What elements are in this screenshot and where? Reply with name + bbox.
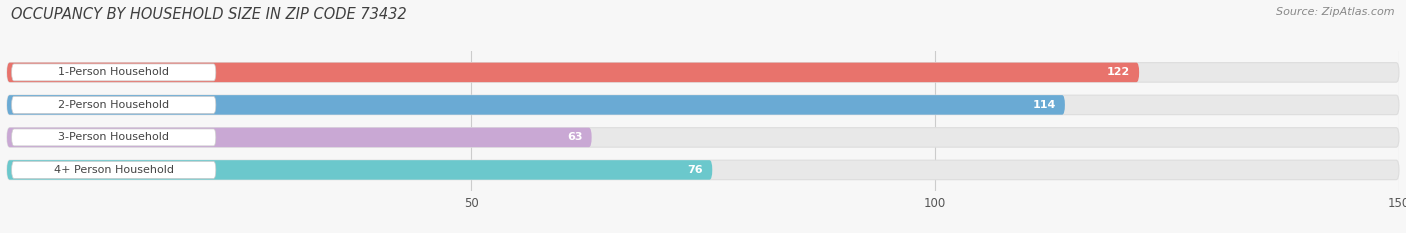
FancyBboxPatch shape <box>11 161 217 178</box>
FancyBboxPatch shape <box>11 64 217 81</box>
FancyBboxPatch shape <box>7 128 1399 147</box>
FancyBboxPatch shape <box>11 96 217 113</box>
Text: 2-Person Household: 2-Person Household <box>58 100 169 110</box>
FancyBboxPatch shape <box>11 129 217 146</box>
Text: 4+ Person Household: 4+ Person Household <box>53 165 174 175</box>
Text: 114: 114 <box>1032 100 1056 110</box>
Text: 3-Person Household: 3-Person Household <box>58 132 169 142</box>
Text: 63: 63 <box>567 132 582 142</box>
Text: 122: 122 <box>1107 67 1130 77</box>
FancyBboxPatch shape <box>7 160 1399 180</box>
FancyBboxPatch shape <box>7 63 1399 82</box>
Text: 1-Person Household: 1-Person Household <box>58 67 169 77</box>
FancyBboxPatch shape <box>7 63 1139 82</box>
Text: 76: 76 <box>688 165 703 175</box>
FancyBboxPatch shape <box>7 95 1399 115</box>
Text: OCCUPANCY BY HOUSEHOLD SIZE IN ZIP CODE 73432: OCCUPANCY BY HOUSEHOLD SIZE IN ZIP CODE … <box>11 7 406 22</box>
Text: Source: ZipAtlas.com: Source: ZipAtlas.com <box>1277 7 1395 17</box>
FancyBboxPatch shape <box>7 128 592 147</box>
FancyBboxPatch shape <box>7 160 713 180</box>
FancyBboxPatch shape <box>7 95 1064 115</box>
